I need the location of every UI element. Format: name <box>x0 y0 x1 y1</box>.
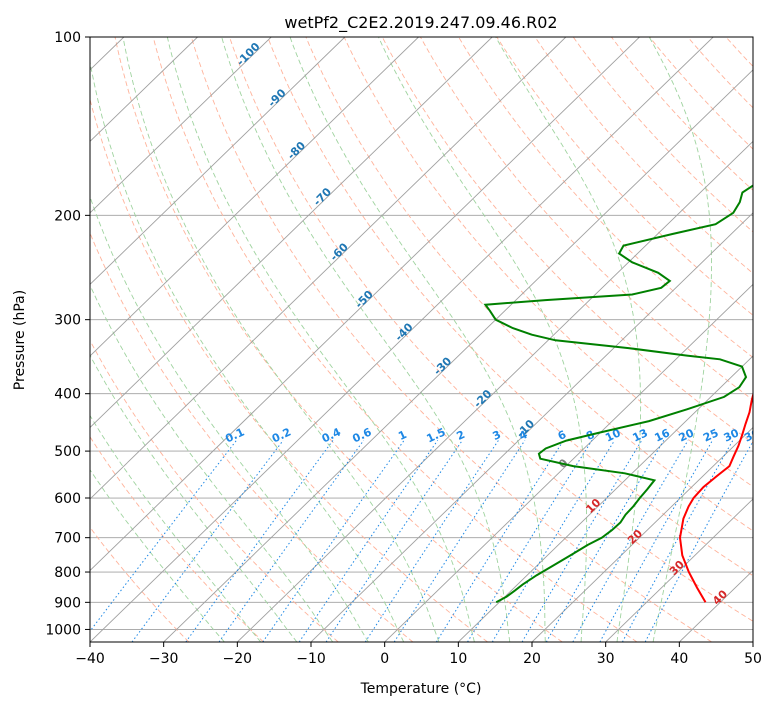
moist-adiabat <box>90 284 334 642</box>
sounding-profiles <box>483 184 753 604</box>
y-tick-label: 500 <box>54 444 81 460</box>
x-tick-label: 0 <box>380 651 389 667</box>
x-tick-label: −40 <box>75 651 105 667</box>
temperature-profile <box>678 391 753 603</box>
mixing-ratio-line <box>262 440 405 642</box>
x-tick-label: 40 <box>670 651 688 667</box>
isotherm <box>531 426 753 642</box>
mixing-ratio-label: 16 <box>653 426 673 444</box>
mixing-ratio-line <box>218 440 365 642</box>
isotherm <box>90 37 714 642</box>
dry-adiabat <box>534 37 753 274</box>
isotherm <box>384 283 753 642</box>
moist-adiabat <box>289 37 546 642</box>
isotherm <box>90 37 198 143</box>
dry-adiabat <box>90 436 264 642</box>
y-tick-label: 900 <box>54 595 81 611</box>
mixing-ratio-line <box>491 440 616 642</box>
background-lines <box>90 37 753 642</box>
mixing-ratio-line <box>599 440 713 642</box>
moist-adiabat <box>90 468 225 642</box>
dry-adiabat <box>229 37 753 622</box>
isotherm <box>90 37 346 286</box>
mixing-ratio-line <box>467 440 593 642</box>
moist-adiabat <box>166 37 475 642</box>
mixing-ratio-line <box>298 440 439 642</box>
dry-adiabat <box>114 37 563 642</box>
chart-title: wetPf2_C2E2.2019.247.09.46.R02 <box>284 13 557 33</box>
isotherm <box>90 37 272 214</box>
isotherm <box>310 212 753 642</box>
x-tick-label: −10 <box>296 651 326 667</box>
x-tick-label: 50 <box>744 651 762 667</box>
y-tick-label: 400 <box>54 387 81 403</box>
mixing-ratio-line <box>185 440 334 642</box>
mixing-ratio-line <box>572 440 689 642</box>
y-axis-title: Pressure (hPa) <box>12 290 28 390</box>
x-tick-label: −30 <box>149 651 179 667</box>
x-axis-title: Temperature (°C) <box>360 681 482 697</box>
y-tick-label: 700 <box>54 531 81 547</box>
isotherm <box>90 37 567 500</box>
dry-adiabat <box>190 37 712 642</box>
y-tick-label: 300 <box>54 313 81 329</box>
isotherm <box>90 37 493 429</box>
dry-adiabat <box>305 37 753 532</box>
moist-adiabat <box>90 414 262 642</box>
dry-adiabat <box>649 37 753 150</box>
dry-adiabat <box>152 37 638 642</box>
y-tick-label: 200 <box>54 208 81 224</box>
mixing-ratio-label: 30 <box>722 426 742 444</box>
y-tick-label: 600 <box>54 491 81 507</box>
moist-adiabat <box>90 59 405 642</box>
dry-adiabat <box>458 37 753 359</box>
moist-adiabat <box>221 37 511 642</box>
y-tick-label: 100 <box>54 30 81 46</box>
isotherm <box>163 69 753 642</box>
mixing-ratio-line <box>393 440 526 642</box>
dry-adiabat <box>572 37 753 233</box>
isotherm <box>90 37 419 357</box>
moist-adiabat <box>90 195 369 642</box>
moist-adiabat <box>122 37 440 642</box>
moist-adiabat <box>377 37 588 642</box>
x-tick-label: 30 <box>597 651 615 667</box>
axes: −40 −30 −20 −10 0 10 20 30 40 50 100 200 300 400 500 60… <box>45 30 762 667</box>
isotherm <box>90 37 640 572</box>
mixing-ratio-line <box>364 440 499 642</box>
moist-adiabat <box>648 37 712 642</box>
plot-frame <box>89 36 754 643</box>
dry-adiabat <box>343 37 753 488</box>
mixing-ratio-line <box>545 440 665 642</box>
mixing-ratio-line <box>325 440 463 642</box>
isotherm <box>458 355 753 642</box>
dewpoint-profile <box>483 184 753 604</box>
mixing-ratio-line <box>521 440 643 642</box>
y-tick-label: 1000 <box>45 622 81 638</box>
dry-adiabat <box>90 97 488 642</box>
x-tick-label: 10 <box>449 651 467 667</box>
isotherm <box>605 498 753 642</box>
dry-adiabat <box>90 339 339 642</box>
mixing-ratio-label: 25 <box>701 426 720 444</box>
y-tick-label: 800 <box>54 565 81 581</box>
x-tick-label: 20 <box>523 651 541 667</box>
dry-adiabat <box>381 37 753 444</box>
x-tick-label: −20 <box>223 651 253 667</box>
mixing-ratio-label: 13 <box>631 426 650 444</box>
mixing-ratio-label: 20 <box>677 426 697 444</box>
mixing-ratio-label: 36 <box>742 426 762 444</box>
dry-adiabat <box>420 37 753 401</box>
